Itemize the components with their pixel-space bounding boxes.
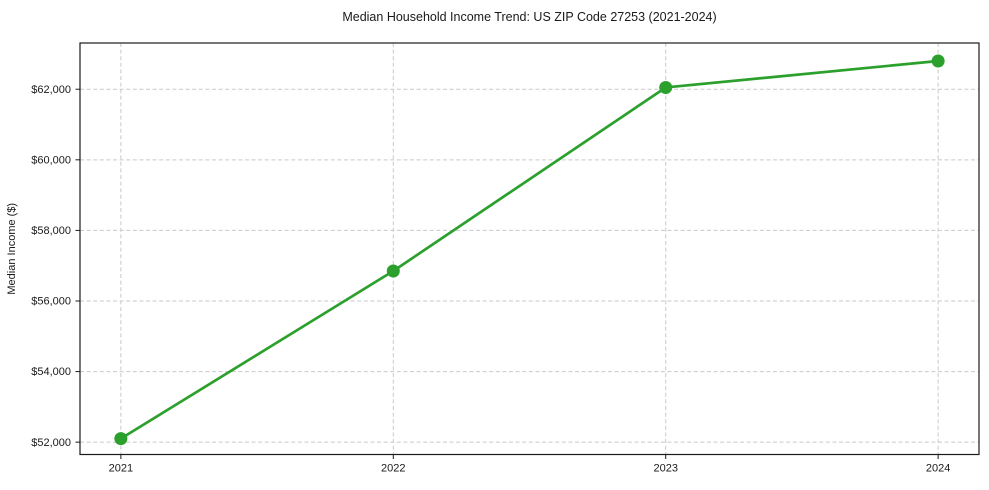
y-tick-label: $54,000 — [31, 366, 71, 378]
y-tick-label: $62,000 — [31, 84, 71, 96]
y-axis-label: Median Income ($) — [6, 203, 18, 295]
x-tick-label: 2024 — [926, 463, 950, 475]
y-tick-label: $56,000 — [31, 296, 71, 308]
y-tick-label: $58,000 — [31, 225, 71, 237]
y-tick-label: $52,000 — [31, 437, 71, 449]
plot-area-border — [79, 42, 980, 456]
data-point-marker — [386, 264, 400, 278]
data-point-marker — [114, 432, 128, 446]
data-point-markers — [114, 54, 945, 446]
y-axis-ticks: $52,000 $54,000 $56,000 $58,000 $60,000 $62,0… — [31, 84, 80, 449]
gridlines — [80, 43, 979, 455]
x-axis-ticks: 2021 2022 2023 2024 — [109, 454, 950, 475]
y-tick-label: $60,000 — [31, 154, 71, 166]
data-point-marker — [659, 80, 673, 94]
x-tick-label: 2023 — [653, 463, 677, 475]
chart-title: Median Household Income Trend: US ZIP Co… — [342, 10, 716, 24]
data-point-marker — [931, 54, 945, 68]
data-line — [119, 59, 940, 440]
x-tick-label: 2021 — [109, 463, 133, 475]
x-tick-label: 2022 — [381, 463, 405, 475]
